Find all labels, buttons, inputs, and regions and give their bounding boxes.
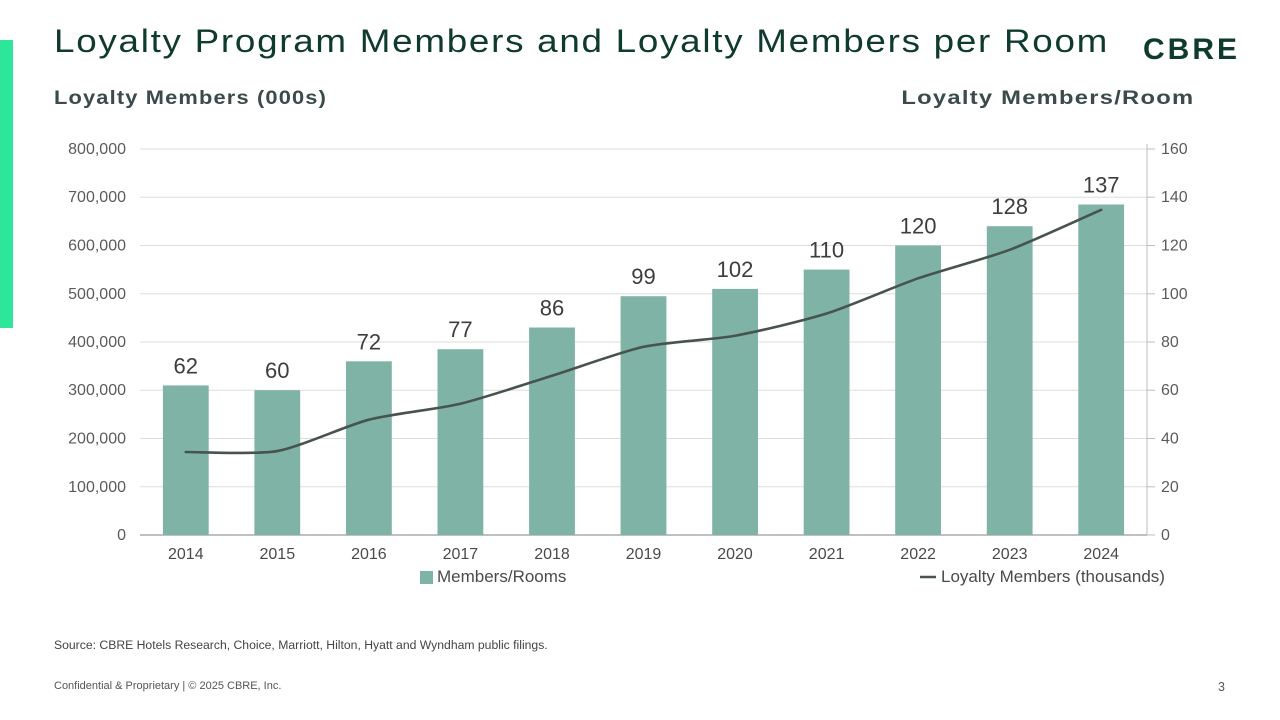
svg-text:Members/Rooms: Members/Rooms: [437, 567, 566, 586]
svg-text:100: 100: [1161, 286, 1188, 303]
svg-text:200,000: 200,000: [68, 431, 126, 448]
svg-text:77: 77: [448, 317, 472, 342]
svg-text:400,000: 400,000: [68, 334, 126, 351]
svg-text:300,000: 300,000: [68, 382, 126, 399]
svg-text:80: 80: [1161, 334, 1179, 351]
svg-text:100,000: 100,000: [68, 479, 126, 496]
svg-text:62: 62: [174, 353, 198, 378]
svg-text:2015: 2015: [260, 546, 296, 563]
svg-text:700,000: 700,000: [68, 189, 126, 206]
svg-text:0: 0: [1161, 527, 1170, 544]
svg-text:120: 120: [1161, 238, 1188, 255]
svg-text:2021: 2021: [809, 546, 845, 563]
svg-text:137: 137: [1083, 173, 1120, 198]
svg-text:140: 140: [1161, 189, 1188, 206]
svg-text:0: 0: [117, 527, 126, 544]
svg-text:2016: 2016: [351, 546, 387, 563]
svg-text:2022: 2022: [900, 546, 936, 563]
svg-text:120: 120: [900, 214, 937, 239]
svg-text:72: 72: [357, 329, 381, 354]
svg-text:800,000: 800,000: [68, 141, 126, 158]
svg-text:500,000: 500,000: [68, 286, 126, 303]
svg-text:86: 86: [540, 296, 564, 321]
svg-text:Loyalty Members (thousands): Loyalty Members (thousands): [941, 567, 1165, 586]
svg-text:60: 60: [265, 358, 289, 383]
svg-text:2014: 2014: [168, 546, 204, 563]
svg-text:40: 40: [1161, 431, 1179, 448]
svg-text:600,000: 600,000: [68, 238, 126, 255]
svg-text:110: 110: [809, 238, 844, 263]
svg-text:102: 102: [717, 257, 754, 282]
svg-text:2019: 2019: [626, 546, 662, 563]
svg-text:2024: 2024: [1083, 546, 1119, 563]
svg-text:99: 99: [631, 264, 655, 289]
svg-text:2023: 2023: [992, 546, 1028, 563]
svg-text:2018: 2018: [534, 546, 570, 563]
svg-text:60: 60: [1161, 382, 1179, 399]
svg-text:2020: 2020: [717, 546, 753, 563]
svg-text:128: 128: [991, 194, 1028, 219]
svg-text:20: 20: [1161, 479, 1179, 496]
svg-text:160: 160: [1161, 141, 1188, 158]
svg-text:2017: 2017: [443, 546, 479, 563]
